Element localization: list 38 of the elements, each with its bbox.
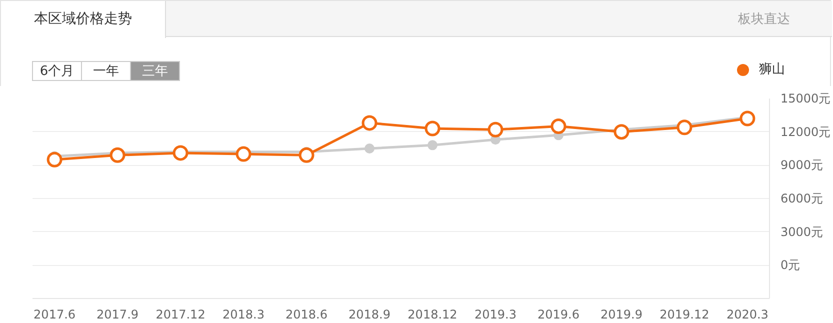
x-tick-label: 2019.9 [600, 308, 642, 322]
x-tick-label: 2019.3 [474, 308, 516, 322]
x-tick-label: 2020.3 [726, 308, 768, 322]
text: 一年 [81, 61, 131, 81]
text: 三年 [130, 61, 180, 81]
x-tick-label: 2017.9 [96, 308, 139, 322]
point [488, 122, 504, 138]
x-tick-label: 2018.9 [348, 308, 391, 322]
point [740, 110, 756, 126]
y-tick-label: 0元 [780, 258, 800, 272]
point [424, 120, 440, 136]
x-tick-label: 2017.12 [156, 308, 206, 322]
point [110, 147, 126, 163]
point [236, 146, 252, 162]
x-tick-label: 2018.12 [408, 308, 458, 322]
text: 6个月 [32, 61, 82, 81]
x-tick-label: 2017.6 [34, 308, 76, 322]
point [427, 140, 438, 150]
point [362, 115, 378, 131]
y-tick-label: 12000元 [780, 124, 831, 139]
point [298, 147, 314, 163]
y-tick-label: 3000元 [780, 224, 824, 239]
x-tick-label: 2019.6 [537, 308, 580, 322]
point [172, 145, 188, 161]
chart-title: 本区域价格走势 [1, 1, 166, 38]
point [364, 144, 375, 154]
y-tick-label: 9000元 [780, 158, 824, 172]
point [676, 120, 692, 136]
text: 板块直达 [738, 11, 790, 29]
y-tick-label: 15000元 [780, 92, 831, 106]
x-tick-label: 2018.3 [222, 308, 265, 322]
point [46, 152, 62, 168]
y-tick-label: 6000元 [780, 192, 824, 206]
legend-label: 狮山 [759, 62, 785, 77]
x-tick-label: 2019.12 [660, 308, 710, 322]
point [614, 124, 630, 140]
point [550, 118, 566, 134]
x-tick-label: 2018.6 [286, 308, 328, 322]
